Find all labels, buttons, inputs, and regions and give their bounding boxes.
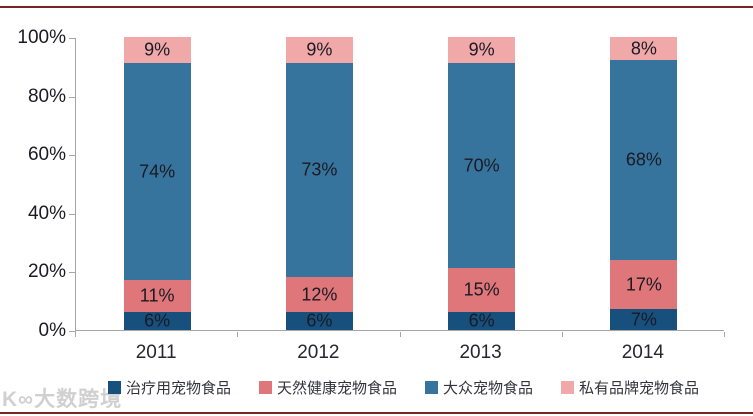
legend-item: 天然健康宠物食品 bbox=[258, 377, 397, 398]
plot-area: 9% 74% 11% 6% 9% 73% 12% 6% 9% 70% 15% 6% 8% 68% 17% 7% bbox=[75, 37, 724, 331]
bar: 9% 70% 15% 6% bbox=[448, 37, 516, 331]
bar-segment-label: 6% bbox=[144, 310, 171, 331]
x-axis-label: 2011 bbox=[135, 342, 177, 363]
legend-label: 大众宠物食品 bbox=[443, 380, 534, 397]
bar-segment-label: 9% bbox=[468, 39, 495, 60]
y-tick-label: 0% bbox=[38, 320, 66, 341]
legend-swatch bbox=[258, 381, 272, 394]
bar-segment: 73% bbox=[285, 63, 353, 278]
y-tick-mark bbox=[69, 155, 76, 157]
bar-segment: 11% bbox=[123, 280, 191, 313]
bar-segment-label: 6% bbox=[306, 310, 333, 331]
bar-segment-label: 70% bbox=[463, 155, 500, 176]
x-tick-mark bbox=[75, 332, 76, 337]
y-tick-mark bbox=[69, 96, 76, 98]
bar-segment: 12% bbox=[285, 277, 353, 313]
y-tick-label: 60% bbox=[27, 144, 66, 166]
x-tick-mark bbox=[724, 332, 725, 337]
bar-segment: 70% bbox=[448, 63, 516, 269]
y-tick-mark bbox=[69, 331, 76, 332]
bar: 9% 74% 11% 6% bbox=[123, 37, 191, 331]
x-axis-label: 2013 bbox=[459, 342, 502, 363]
bar-segment-label: 6% bbox=[468, 310, 495, 331]
legend-swatch bbox=[561, 381, 575, 394]
bar-segment: 9% bbox=[123, 37, 191, 64]
x-tick-mark bbox=[237, 332, 239, 337]
bar-segment-label: 17% bbox=[625, 274, 662, 295]
bar-segment-label: 74% bbox=[139, 161, 176, 182]
y-tick-mark bbox=[69, 272, 76, 274]
legend-item: 大众宠物食品 bbox=[425, 377, 533, 398]
bar-segment: 6% bbox=[448, 310, 516, 331]
legend-label: 治疗用宠物食品 bbox=[125, 380, 231, 397]
y-tick-label: 20% bbox=[27, 261, 66, 283]
bar-segment: 9% bbox=[448, 37, 516, 64]
x-axis-label: 2012 bbox=[297, 342, 340, 363]
bar: 9% 73% 12% 6% bbox=[285, 37, 353, 331]
bar-segment: 6% bbox=[285, 310, 353, 331]
legend-swatch bbox=[425, 381, 438, 394]
bar-segment: 17% bbox=[610, 259, 678, 310]
x-axis-label: 2014 bbox=[621, 342, 665, 363]
legend: 治疗用宠物食品 天然健康宠物食品 大众宠物食品 私有品牌宠物食品 bbox=[0, 377, 753, 398]
bar-segment: 8% bbox=[610, 37, 678, 61]
bar-segment-label: 9% bbox=[306, 39, 333, 60]
bar-segment: 7% bbox=[610, 309, 678, 330]
bar-segment: 68% bbox=[610, 60, 678, 260]
legend-label: 天然健康宠物食品 bbox=[276, 380, 397, 397]
watermark: K∞大数跨境 bbox=[2, 388, 123, 411]
legend-item: 治疗用宠物食品 bbox=[107, 377, 231, 398]
legend-label: 私有品牌宠物食品 bbox=[579, 380, 700, 397]
bar-segment-label: 15% bbox=[463, 279, 500, 300]
bar: 8% 68% 17% 7% bbox=[610, 37, 678, 330]
top-border-line bbox=[0, 6, 753, 8]
y-tick-label: 40% bbox=[27, 202, 66, 224]
bar-segment-label: 9% bbox=[144, 39, 171, 60]
bar-segment: 6% bbox=[123, 310, 191, 331]
bar-segment: 15% bbox=[448, 268, 516, 313]
y-tick-label: 80% bbox=[27, 85, 66, 107]
bar-segment-label: 68% bbox=[625, 149, 662, 170]
bar-segment-label: 11% bbox=[139, 285, 175, 306]
y-tick-mark bbox=[69, 213, 76, 215]
x-tick-mark bbox=[561, 332, 563, 337]
legend-item: 私有品牌宠物食品 bbox=[561, 377, 699, 398]
bar-segment-label: 12% bbox=[301, 284, 338, 305]
legend-swatch bbox=[107, 381, 121, 394]
bar-segment: 74% bbox=[123, 63, 191, 281]
bar-segment-label: 7% bbox=[630, 309, 657, 330]
bottom-border-line bbox=[0, 412, 753, 414]
y-tick-mark bbox=[69, 38, 76, 39]
x-tick-mark bbox=[399, 332, 401, 337]
bar-segment-label: 8% bbox=[630, 38, 657, 59]
bar-segment-label: 73% bbox=[301, 159, 338, 180]
bar-segment: 9% bbox=[285, 37, 353, 64]
y-tick-label: 100% bbox=[17, 27, 66, 48]
